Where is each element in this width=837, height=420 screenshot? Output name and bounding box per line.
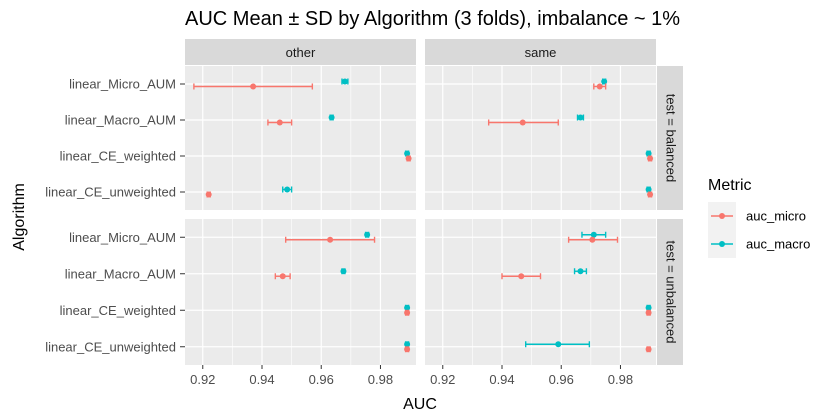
panel-background — [185, 66, 416, 210]
point-auc_macro — [404, 304, 411, 311]
x-tick-label: 0.96 — [309, 372, 334, 387]
facet-strip-other — [185, 39, 416, 65]
facet-strip-row — [657, 66, 683, 210]
y-tick-label: linear_Macro_AUM — [65, 266, 176, 281]
y-tick-label: linear_Micro_AUM — [69, 77, 176, 92]
x-tick-label: 0.92 — [430, 372, 455, 387]
point-auc_macro — [601, 78, 608, 85]
facet-strip-label: same — [525, 45, 557, 60]
chart-title: AUC Mean ± SD by Algorithm (3 folds), im… — [185, 8, 680, 30]
x-axis-tick-labels: 0.92 0.94 0.96 0.98 0.92 0.94 0.96 0.98 — [190, 365, 633, 387]
y-axis-tick-labels: linear_Micro_AUM linear_Macro_AUM linear_C… — [45, 77, 185, 354]
point-auc_micro — [250, 83, 257, 90]
y-tick-label: linear_Macro_AUM — [65, 113, 176, 128]
facet-strip-label: test = unbalanced — [664, 241, 679, 344]
point-auc_micro — [589, 236, 596, 243]
panel-other-0 — [185, 66, 416, 210]
point-auc_macro — [555, 341, 562, 348]
legend-title: Metric — [708, 177, 752, 194]
facet-strip-row — [657, 219, 683, 365]
point-auc_macro — [645, 150, 652, 157]
point-auc_micro — [647, 155, 654, 162]
facet-strip-label: other — [286, 45, 316, 60]
facet-panels: other same test = balanced test = unbalance… — [185, 39, 683, 365]
point-auc_macro — [328, 114, 335, 121]
panel-background — [425, 66, 656, 210]
x-tick-label: 0.98 — [368, 372, 393, 387]
point-auc_macro — [404, 341, 411, 348]
point-auc_macro — [404, 150, 411, 157]
legend-key-point — [719, 213, 725, 219]
point-auc_macro — [284, 186, 291, 193]
point-auc_micro — [404, 346, 411, 353]
x-axis-title: AUC — [403, 396, 437, 413]
y-tick-label: linear_Micro_AUM — [69, 230, 176, 245]
point-auc_macro — [645, 186, 652, 193]
point-auc_micro — [404, 309, 411, 316]
legend-label-auc_micro: auc_micro — [746, 209, 806, 224]
point-auc_micro — [327, 236, 334, 243]
y-axis-title: Algorithm — [11, 183, 28, 251]
point-auc_micro — [596, 83, 603, 90]
point-auc_micro — [519, 119, 526, 126]
point-auc_micro — [405, 155, 412, 162]
x-tick-label: 0.94 — [249, 372, 274, 387]
panel-other-1 — [185, 219, 416, 365]
legend: Metric auc_micro auc_macro — [708, 177, 810, 258]
y-tick-label: linear_CE_weighted — [60, 303, 176, 318]
point-auc_micro — [645, 309, 652, 316]
legend-key-point — [719, 241, 725, 247]
point-auc_macro — [340, 268, 347, 275]
y-tick-label: linear_CE_unweighted — [45, 339, 176, 354]
x-tick-label: 0.96 — [549, 372, 574, 387]
y-tick-label: linear_CE_unweighted — [45, 185, 176, 200]
panel-same-0 — [425, 66, 656, 210]
point-auc_micro — [645, 346, 652, 353]
x-tick-label: 0.94 — [489, 372, 514, 387]
y-tick-label: linear_CE_weighted — [60, 149, 176, 164]
point-auc_macro — [645, 304, 652, 311]
x-tick-label: 0.98 — [608, 372, 633, 387]
legend-label-auc_macro: auc_macro — [746, 237, 810, 252]
point-auc_micro — [205, 191, 212, 198]
point-auc_macro — [577, 268, 584, 275]
facet-strip-label: test = balanced — [664, 94, 679, 183]
point-auc_macro — [577, 114, 584, 121]
point-auc_micro — [279, 273, 286, 280]
point-auc_macro — [341, 78, 348, 85]
panel-background — [425, 219, 656, 365]
point-auc_macro — [364, 231, 371, 238]
point-auc_macro — [590, 231, 597, 238]
point-auc_micro — [647, 191, 654, 198]
point-auc_micro — [276, 119, 283, 126]
panel-background — [185, 219, 416, 365]
facet-strip-same — [425, 39, 656, 65]
panel-same-1 — [425, 219, 656, 365]
x-tick-label: 0.92 — [190, 372, 215, 387]
point-auc_micro — [518, 273, 525, 280]
